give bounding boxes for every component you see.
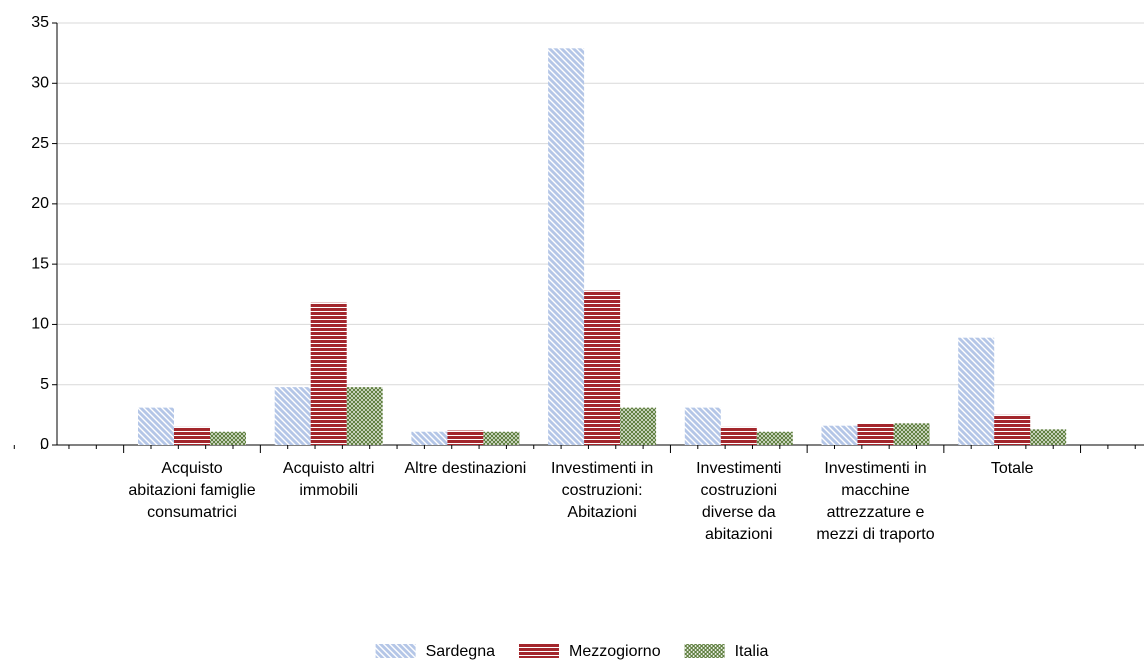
bar bbox=[174, 426, 210, 445]
bar bbox=[447, 430, 484, 445]
legend-swatch bbox=[684, 644, 725, 658]
y-tick-label: 15 bbox=[31, 255, 49, 272]
x-tick-label: Investimenti in costruzioni: Abitazioni bbox=[550, 460, 654, 521]
bar bbox=[720, 426, 757, 445]
bar bbox=[958, 337, 995, 445]
y-tick-label: 0 bbox=[40, 436, 49, 453]
bar bbox=[620, 407, 657, 445]
legend: Sardegna Mezzogiorno Italia bbox=[375, 643, 769, 660]
bar bbox=[584, 290, 621, 445]
bar bbox=[821, 425, 858, 445]
bar bbox=[346, 387, 383, 445]
bar bbox=[310, 302, 347, 445]
x-tick-label: Acquisto abitazioni famiglie consumatric… bbox=[128, 460, 256, 521]
legend-swatch bbox=[375, 644, 416, 658]
bar bbox=[756, 431, 793, 445]
bar bbox=[210, 431, 246, 445]
legend-label: Sardegna bbox=[426, 643, 495, 660]
y-tick-label: 20 bbox=[31, 195, 49, 212]
bar bbox=[857, 423, 894, 445]
bar bbox=[684, 407, 721, 445]
legend-label: Italia bbox=[735, 643, 769, 660]
x-tick-label: Investimenti in macchine attrezzature e … bbox=[816, 460, 935, 543]
bar bbox=[994, 414, 1031, 445]
bar bbox=[1030, 429, 1067, 445]
y-tick-label: 10 bbox=[31, 316, 49, 333]
bar bbox=[274, 387, 311, 445]
y-tick-label: 30 bbox=[31, 75, 49, 92]
legend-label: Mezzogiorno bbox=[569, 643, 661, 660]
bar bbox=[411, 431, 448, 445]
x-tick-label: Altre destinazioni bbox=[404, 460, 527, 477]
bar bbox=[483, 431, 520, 445]
x-tick-label: Investimenti costruzioni diverse da abit… bbox=[696, 460, 782, 543]
y-tick-label: 5 bbox=[40, 376, 49, 393]
x-tick-label: Totale bbox=[990, 460, 1034, 477]
y-tick-label: 35 bbox=[31, 14, 49, 31]
legend-swatch bbox=[518, 644, 559, 658]
bar bbox=[138, 407, 174, 445]
x-tick-label: Acquisto altri immobili bbox=[282, 460, 375, 499]
bar bbox=[548, 48, 585, 445]
bar bbox=[893, 423, 930, 445]
y-tick-label: 25 bbox=[31, 135, 49, 152]
